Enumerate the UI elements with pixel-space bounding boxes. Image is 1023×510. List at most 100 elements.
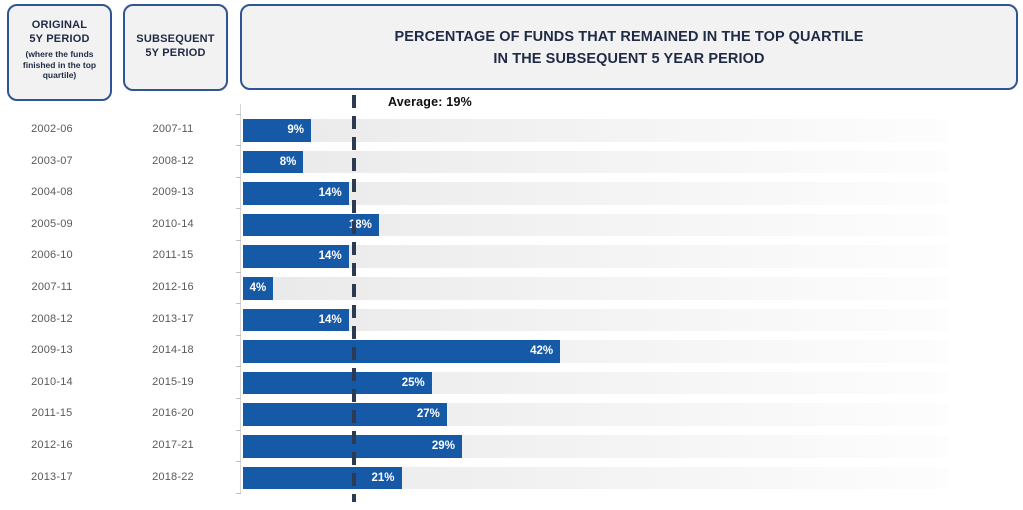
bar-track: 21% <box>243 466 948 490</box>
bar: 42% <box>243 340 561 363</box>
original-period-label: 2004-08 <box>31 186 73 199</box>
chart-row: 2005-09 2010-14 18% <box>0 213 1023 245</box>
axis-tick <box>236 271 241 273</box>
original-period-label: 2012-16 <box>31 439 73 451</box>
bar-value-label: 8% <box>279 155 297 168</box>
axis-tick <box>236 334 241 336</box>
bar: 27% <box>243 403 447 426</box>
bar: 9% <box>243 119 311 142</box>
chart-title-box: PERCENTAGE OF FUNDS THAT REMAINED IN THE… <box>240 4 1018 90</box>
chart-row: 2007-11 2012-16 4% <box>0 276 1023 308</box>
chart-title-line1: PERCENTAGE OF FUNDS THAT REMAINED IN THE… <box>394 29 864 45</box>
chart-row: 2012-16 2017-21 29% <box>0 434 1023 466</box>
original-period-label: 2008-12 <box>31 312 73 325</box>
chart-row: 2003-07 2008-12 8% <box>0 150 1023 182</box>
bar-track: 14% <box>243 308 948 332</box>
bar-value-label: 14% <box>318 313 342 326</box>
bar-value-label: 25% <box>401 376 425 389</box>
bar-value-label: 42% <box>530 345 554 358</box>
subsequent-period-title-line2: 5Y PERIOD <box>145 47 206 59</box>
bar-track: 42% <box>243 340 948 363</box>
subsequent-period-label: 2017-21 <box>152 439 194 451</box>
chart-row: 2004-08 2009-13 14% <box>0 181 1023 213</box>
chart-row: 2006-10 2011-15 14% <box>0 244 1023 276</box>
original-period-label: 2009-13 <box>31 344 73 357</box>
original-period-subtitle: (where the funds finished in the top qua… <box>22 49 97 80</box>
original-period-label: 2007-11 <box>31 281 73 293</box>
axis-tick <box>236 239 241 241</box>
bar-value-label: 9% <box>287 124 304 136</box>
axis-tick <box>236 176 241 178</box>
bar-track: 8% <box>243 150 948 174</box>
bar-value-label: 14% <box>318 250 342 263</box>
subsequent-period-label: 2011-15 <box>152 249 194 262</box>
bar-track: 18% <box>243 213 948 237</box>
bar: 14% <box>243 245 349 268</box>
axis-tick <box>236 461 241 463</box>
subsequent-period-label: 2010-14 <box>152 217 194 230</box>
axis-tick <box>236 145 241 147</box>
axis-tick <box>236 397 241 399</box>
bar: 21% <box>243 466 402 490</box>
bar: 14% <box>243 308 349 332</box>
original-period-label: 2011-15 <box>31 407 73 420</box>
axis-tick <box>236 113 241 115</box>
chart-row: 2009-13 2014-18 42% <box>0 339 1023 371</box>
original-period-label: 2010-14 <box>31 375 73 388</box>
chart-title-line2: IN THE SUBSEQUENT 5 YEAR PERIOD <box>493 51 765 67</box>
chart-row: 2013-17 2018-22 21% <box>0 466 1023 498</box>
bar: 18% <box>243 213 379 237</box>
chart-row: 2008-12 2013-17 14% <box>0 308 1023 340</box>
original-period-title: ORIGINAL 5Y PERIOD <box>9 18 110 46</box>
bar-track: 14% <box>243 182 948 205</box>
original-period-label: 2003-07 <box>31 154 73 167</box>
average-label: Average: 19% <box>388 95 472 109</box>
original-period-title-line2: 5Y PERIOD <box>29 33 90 45</box>
axis-tick <box>236 429 241 431</box>
bar-track: 4% <box>243 277 948 300</box>
subsequent-period-label: 2012-16 <box>152 281 194 293</box>
original-period-label: 2006-10 <box>31 249 73 262</box>
subsequent-period-title: SUBSEQUENT 5Y PERIOD <box>125 32 226 60</box>
bar-track: 9% <box>243 119 948 142</box>
bar: 4% <box>243 277 274 300</box>
chart-row: 2002-06 2007-11 9% <box>0 118 1023 150</box>
original-period-label: 2002-06 <box>31 123 73 135</box>
subsequent-period-label: 2008-12 <box>152 154 194 167</box>
subsequent-period-label: 2016-20 <box>152 407 194 420</box>
axis-tick <box>236 492 241 494</box>
subsequent-period-label: 2015-19 <box>152 375 194 388</box>
bar: 25% <box>243 371 432 395</box>
original-period-label: 2013-17 <box>31 470 73 483</box>
average-line <box>352 95 356 502</box>
original-period-header-box: ORIGINAL 5Y PERIOD (where the funds fini… <box>7 4 112 101</box>
y-axis-line <box>240 104 241 494</box>
chart-row: 2011-15 2016-20 27% <box>0 402 1023 434</box>
bar-value-label: 4% <box>249 282 267 294</box>
subsequent-period-header-box: SUBSEQUENT 5Y PERIOD <box>123 4 228 91</box>
bar-value-label: 27% <box>416 408 440 421</box>
original-period-title-line1: ORIGINAL <box>31 19 88 31</box>
axis-tick <box>236 208 241 210</box>
subsequent-period-label: 2013-17 <box>152 312 194 325</box>
bar: 8% <box>243 150 304 174</box>
subsequent-period-title-line1: SUBSEQUENT <box>136 33 215 45</box>
bar-track: 29% <box>243 435 948 458</box>
bar-track: 27% <box>243 403 948 426</box>
axis-tick <box>236 366 241 368</box>
bar-value-label: 21% <box>371 471 395 484</box>
subsequent-period-label: 2009-13 <box>152 186 194 199</box>
subsequent-period-label: 2007-11 <box>152 123 194 135</box>
original-period-label: 2005-09 <box>31 217 73 230</box>
bar-value-label: 14% <box>318 187 342 200</box>
bar-track: 25% <box>243 371 948 395</box>
subsequent-period-label: 2018-22 <box>152 470 194 483</box>
bar: 14% <box>243 182 349 205</box>
subsequent-period-label: 2014-18 <box>152 344 194 357</box>
chart-row: 2010-14 2015-19 25% <box>0 371 1023 403</box>
bar-track: 14% <box>243 245 948 268</box>
axis-tick <box>236 303 241 305</box>
bar-value-label: 29% <box>431 440 455 452</box>
